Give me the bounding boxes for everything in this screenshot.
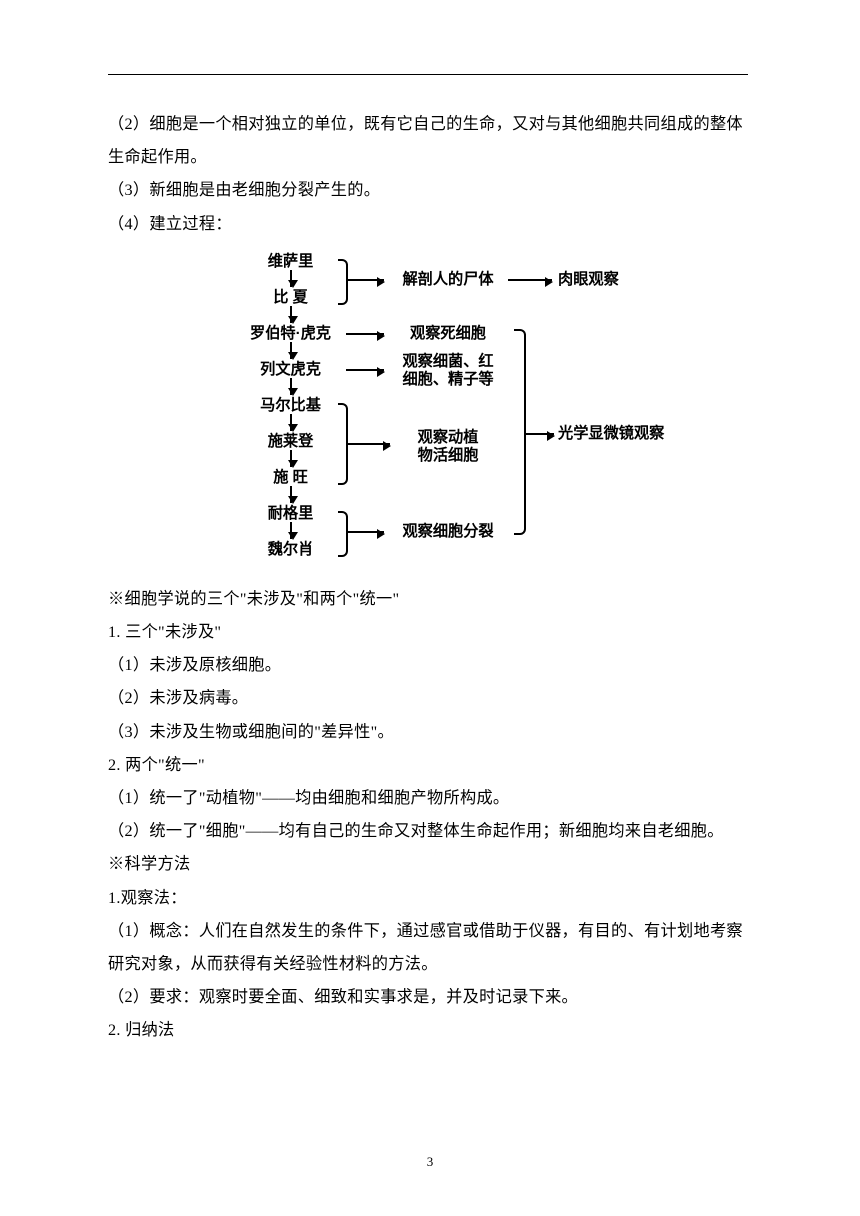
fc-node-weisali: 维萨里 xyxy=(238,253,343,270)
page-number: 3 xyxy=(0,1154,860,1170)
page-content: （2）细胞是一个相对独立的单位，既有它自己的生命，又对与其他细胞共同组成的整体生… xyxy=(0,0,860,1088)
fc-arrow-down xyxy=(290,306,292,323)
fc-arrow-right xyxy=(346,333,384,335)
fc-arrow-down xyxy=(290,270,292,287)
fc-arrow-right xyxy=(346,369,384,371)
para-8: （3）未涉及生物或细胞间的"差异性"。 xyxy=(108,716,752,749)
fc-arrow-down xyxy=(290,342,292,359)
para-note1: ※细胞学说的三个"未涉及"和两个"统一" xyxy=(108,583,752,616)
para-11: （2）统一了"细胞"——均有自己的生命又对整体生命起作用；新细胞均来自老细胞。 xyxy=(108,815,752,848)
para-15: （2）要求：观察时要全面、细致和实事求是，并及时记录下来。 xyxy=(108,981,752,1014)
header-rule xyxy=(108,74,748,75)
fc-right-microscope: 光学显微镜观察 xyxy=(558,425,698,442)
fc-arrow-right xyxy=(348,531,384,533)
fc-node-hooke: 罗伯特·虎克 xyxy=(238,325,343,342)
fc-brace xyxy=(338,259,348,305)
para-3: （3）新细胞是由老细胞分裂产生的。 xyxy=(108,174,752,207)
fc-node-leeuwenhoek: 列文虎克 xyxy=(238,361,343,378)
para-2: （2）细胞是一个相对独立的单位，既有它自己的生命，又对与其他细胞共同组成的整体生… xyxy=(108,108,752,174)
fc-mid-plantanimal-1: 观察动植 xyxy=(388,429,508,446)
para-4: （4）建立过程： xyxy=(108,208,752,241)
fc-node-bixia: 比 夏 xyxy=(238,289,343,306)
fc-arrow-right xyxy=(508,279,552,281)
para-14: （1）概念：人们在自然发生的条件下，通过感官或借助于仪器，有目的、有计划地考察研… xyxy=(108,915,752,981)
para-9: 2. 两个"统一" xyxy=(108,749,752,782)
fc-node-schwann: 施 旺 xyxy=(238,469,343,486)
fc-node-nageli: 耐格里 xyxy=(238,505,343,522)
para-6: （1）未涉及原核细胞。 xyxy=(108,649,752,682)
fc-mid-plantanimal-2: 物活细胞 xyxy=(388,447,508,464)
fc-node-schleiden: 施莱登 xyxy=(238,433,343,450)
fc-mid-dissect: 解剖人的尸体 xyxy=(388,271,508,288)
fc-arrow-down xyxy=(290,378,292,395)
fc-arrow-right xyxy=(348,279,384,281)
para-12: ※科学方法 xyxy=(108,848,752,881)
fc-arrow-right xyxy=(526,433,554,435)
fc-mid-division: 观察细胞分裂 xyxy=(388,523,508,540)
para-7: （2）未涉及病毒。 xyxy=(108,682,752,715)
fc-arrow-down xyxy=(290,414,292,431)
fc-arrow-down xyxy=(290,450,292,467)
para-16: 2. 归纳法 xyxy=(108,1014,752,1047)
fc-arrow-right xyxy=(348,443,390,445)
fc-right-nakedeye: 肉眼观察 xyxy=(558,271,698,288)
fc-arrow-down xyxy=(290,486,292,503)
flowchart-diagram: 维萨里 比 夏 罗伯特·虎克 列文虎克 马尔比基 施莱登 施 旺 耐格里 魏尔肖… xyxy=(238,253,698,573)
para-10: （1）统一了"动植物"——均由细胞和细胞产物所构成。 xyxy=(108,782,752,815)
fc-mid-deadcell: 观察死细胞 xyxy=(388,325,508,342)
para-5: 1. 三个"未涉及" xyxy=(108,616,752,649)
fc-brace xyxy=(338,511,348,557)
fc-mid-bacteria-2: 细胞、精子等 xyxy=(388,371,508,388)
fc-arrow-down xyxy=(290,522,292,539)
fc-brace xyxy=(338,403,348,485)
para-13: 1.观察法： xyxy=(108,882,752,915)
fc-node-malpighi: 马尔比基 xyxy=(238,397,343,414)
fc-mid-bacteria-1: 观察细菌、红 xyxy=(388,353,508,370)
fc-brace-big xyxy=(514,329,526,535)
fc-node-virchow: 魏尔肖 xyxy=(238,541,343,558)
